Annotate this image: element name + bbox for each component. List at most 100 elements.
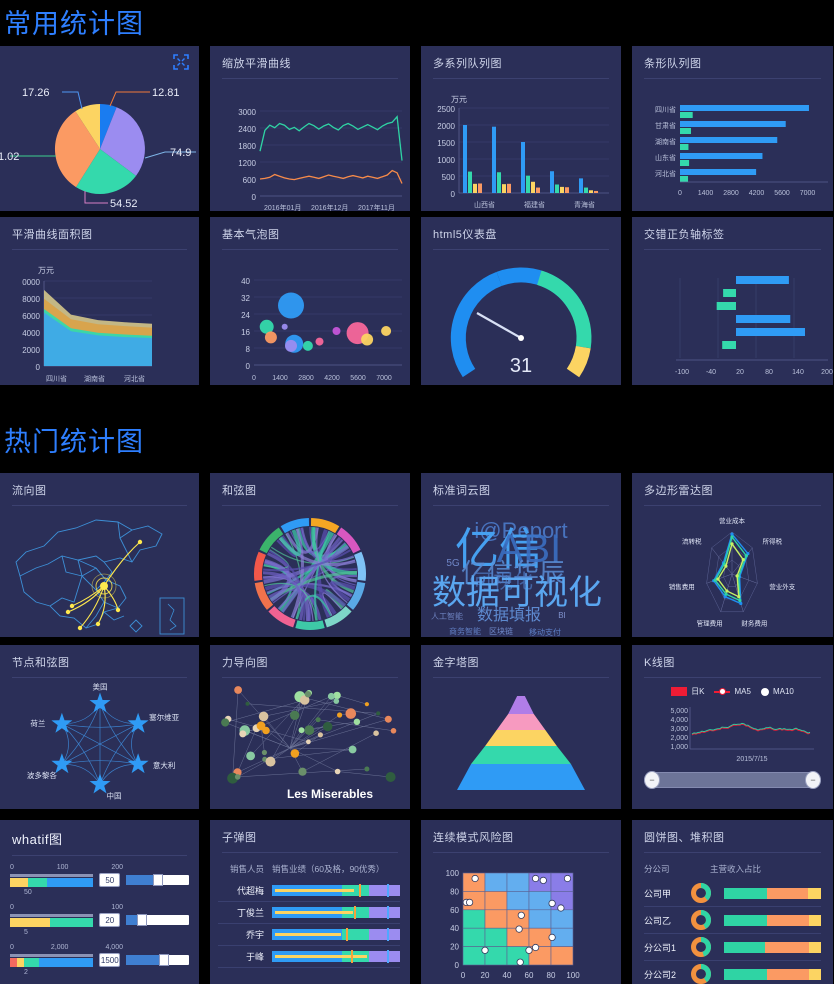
pyramid-layer[interactable]: [471, 746, 571, 764]
whatif-bar[interactable]: [10, 953, 94, 967]
bar-main[interactable]: [680, 121, 786, 127]
heatmap-cell[interactable]: [550, 946, 574, 966]
card-whatif[interactable]: whatif图 0 100 200 50 50 0 100 20 5 0 2,000 4,000 150…: [0, 820, 199, 984]
force-node[interactable]: [304, 691, 312, 698]
chord-arc[interactable]: [254, 581, 274, 610]
ps-stack-segment[interactable]: [809, 941, 821, 953]
column-bar[interactable]: [502, 184, 506, 193]
ps-stack-segment[interactable]: [808, 887, 821, 899]
pie-slice-2[interactable]: [100, 107, 145, 176]
ps-stack-segment[interactable]: [724, 941, 765, 953]
card-force-directed[interactable]: 力导向图 Les Miserables: [210, 645, 410, 809]
bar-main[interactable]: [680, 105, 809, 111]
whatif-segment[interactable]: [10, 917, 50, 927]
bullet-row[interactable]: 于峰: [218, 946, 400, 968]
bullet-row[interactable]: 乔宇: [218, 924, 400, 946]
force-node[interactable]: [304, 725, 315, 735]
bubble-point[interactable]: [278, 292, 304, 319]
force-node[interactable]: [384, 715, 392, 723]
force-node[interactable]: [334, 768, 341, 775]
force-node[interactable]: [306, 739, 311, 745]
node-star[interactable]: [89, 692, 111, 713]
expand-icon[interactable]: [173, 54, 189, 70]
ps-donut[interactable]: [690, 910, 712, 930]
radar-polygon[interactable]: [714, 535, 748, 602]
card-chord-diagram[interactable]: 和弦图: [210, 473, 410, 637]
card-multi-series-column[interactable]: 多系列队列图 万元 2500 2000 1500 1000 500 0 山西省: [421, 46, 621, 211]
ps-stack-bar[interactable]: [724, 914, 821, 926]
node-star[interactable]: [51, 712, 73, 733]
chord-arc[interactable]: [254, 551, 266, 581]
chord-arc[interactable]: [280, 518, 310, 534]
legend-item-k[interactable]: 日K: [671, 686, 704, 697]
kline-zoom-slider[interactable]: − −: [644, 771, 821, 789]
force-node[interactable]: [337, 712, 343, 718]
card-pie-stack[interactable]: 圆饼图、堆积图 分公司 主营收入占比 公司甲 公司乙 分公司1 分公司2: [632, 820, 833, 984]
whatif-slider[interactable]: [126, 874, 189, 886]
whatif-bar[interactable]: [10, 913, 94, 927]
card-pie-chart[interactable]: 12.81 74.9 54.52 1.02 17.26: [0, 46, 199, 211]
whatif-value-input[interactable]: 20: [99, 913, 121, 927]
kline-handle-left[interactable]: −: [644, 771, 660, 789]
force-node[interactable]: [348, 745, 357, 754]
diverging-bar[interactable]: [722, 341, 736, 349]
heatmap-cell[interactable]: [506, 909, 530, 929]
heatmap-cell[interactable]: [462, 927, 486, 947]
bullet-row[interactable]: 丁俊兰: [218, 902, 400, 924]
card-pyramid[interactable]: 金字塔图: [421, 645, 621, 809]
force-node[interactable]: [390, 728, 397, 734]
diverging-bar[interactable]: [736, 328, 805, 336]
card-wordcloud[interactable]: 标准词云图 i@Report 亿信 ABI 5G 亿信华辰 可视化 数据可视化 …: [421, 473, 621, 637]
force-node[interactable]: [234, 774, 241, 780]
force-node[interactable]: [323, 721, 333, 732]
whatif-slider-knob[interactable]: [158, 954, 169, 966]
column-bar[interactable]: [536, 187, 540, 193]
heatmap-point[interactable]: [481, 946, 489, 954]
force-node[interactable]: [245, 701, 250, 706]
heatmap-point[interactable]: [525, 946, 533, 954]
whatif-segment[interactable]: [49, 917, 94, 927]
column-bar[interactable]: [550, 171, 554, 193]
force-node[interactable]: [256, 721, 266, 731]
card-gauge[interactable]: html5仪表盘 31: [421, 217, 621, 385]
column-bar[interactable]: [526, 175, 530, 193]
pyramid-layer[interactable]: [457, 764, 585, 790]
whatif-segments[interactable]: [10, 917, 94, 927]
force-node[interactable]: [333, 698, 340, 704]
chord-arc[interactable]: [295, 620, 325, 630]
bubble-point[interactable]: [285, 339, 297, 352]
ps-donut[interactable]: [690, 883, 712, 903]
chord-arc[interactable]: [336, 527, 361, 554]
force-node[interactable]: [376, 711, 381, 716]
radar-polygon[interactable]: [717, 542, 744, 598]
force-node[interactable]: [364, 702, 369, 707]
column-bar[interactable]: [507, 183, 511, 193]
diverging-bar[interactable]: [723, 289, 736, 297]
whatif-segment[interactable]: [39, 957, 94, 967]
force-node[interactable]: [345, 708, 357, 719]
whatif-segments[interactable]: [10, 957, 94, 967]
ps-stack-segment[interactable]: [766, 887, 809, 899]
ps-stack-segment[interactable]: [764, 941, 810, 953]
column-bar[interactable]: [555, 184, 559, 194]
column-bar[interactable]: [468, 171, 472, 193]
chord-arc[interactable]: [268, 606, 296, 628]
force-node[interactable]: [385, 772, 396, 782]
column-bar[interactable]: [492, 126, 496, 193]
heatmap-point[interactable]: [539, 876, 547, 884]
ps-donut[interactable]: [690, 964, 712, 984]
heatmap-point[interactable]: [516, 958, 524, 966]
card-smooth-area[interactable]: 平滑曲线面积图 万元 0000 8000 6000 4000 2000 0 四川…: [0, 217, 199, 385]
bar-sub[interactable]: [680, 128, 691, 134]
heatmap-cell[interactable]: [528, 891, 552, 911]
whatif-bar[interactable]: [10, 873, 94, 887]
chord-arc[interactable]: [310, 518, 340, 534]
heatmap-point[interactable]: [465, 898, 474, 907]
heatmap-cell[interactable]: [462, 909, 486, 929]
ps-stack-segment[interactable]: [809, 914, 821, 926]
legend-item-ma5[interactable]: MA5: [714, 687, 751, 696]
heatmap-cell[interactable]: [550, 909, 574, 929]
card-bar-queue[interactable]: 条形队列图 四川省 甘肃省 湖南省 山东省 河北省 0 1400 2800 4200 5600 7…: [632, 46, 833, 211]
heatmap-point[interactable]: [517, 911, 525, 919]
card-diverging-bar[interactable]: 交错正负轴标签 -100 -40 20 80 140 200: [632, 217, 833, 385]
